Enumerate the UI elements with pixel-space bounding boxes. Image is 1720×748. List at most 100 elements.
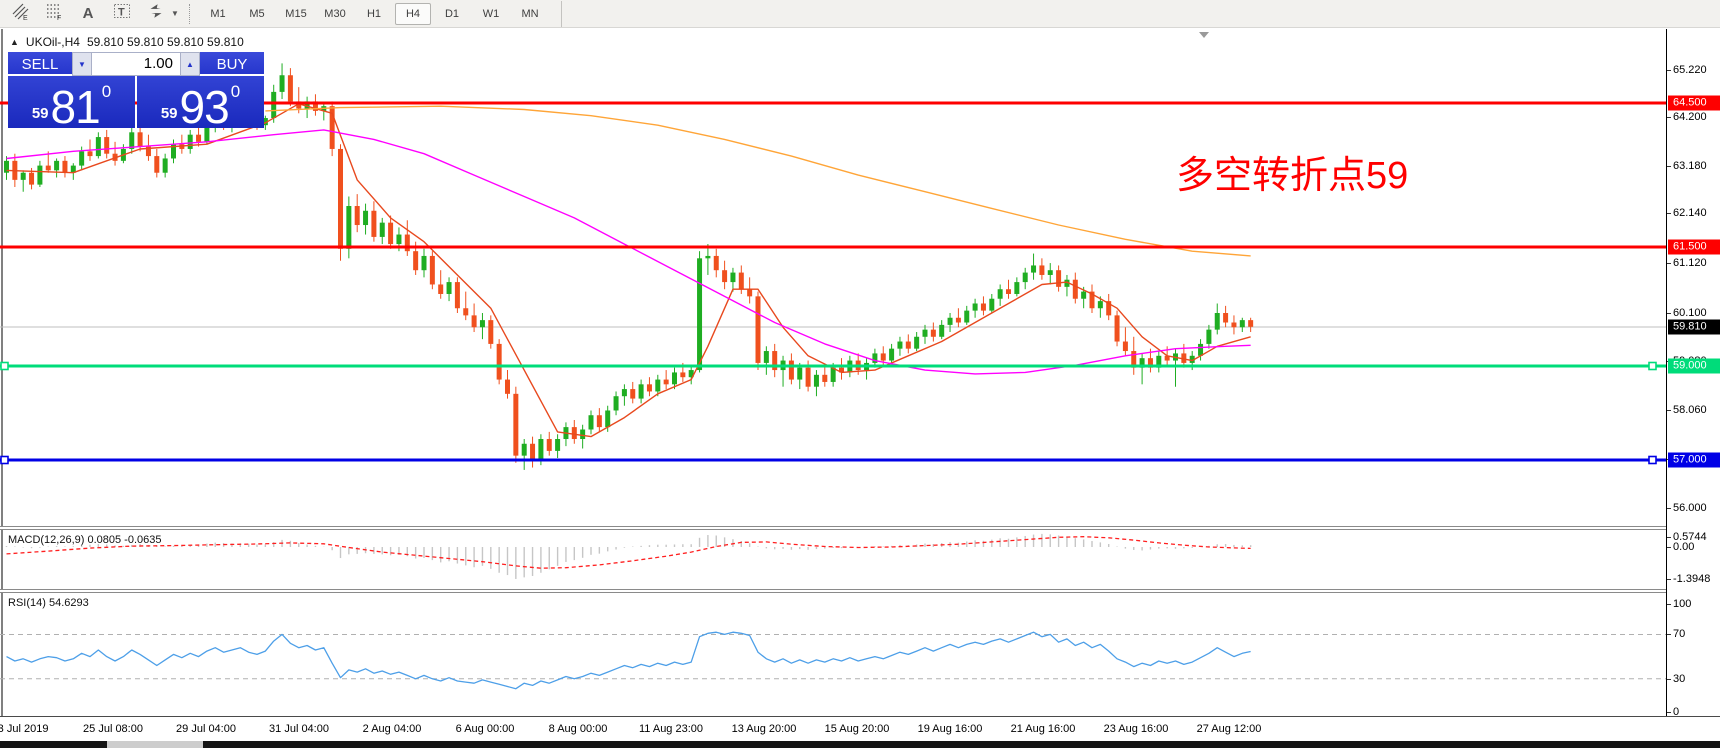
candle-up[interactable]: [304, 101, 310, 109]
candle-up[interactable]: [580, 429, 586, 440]
sell-button[interactable]: SELL: [8, 52, 72, 76]
timeframe-button-m1[interactable]: M1: [210, 7, 226, 20]
candle-down[interactable]: [87, 151, 93, 157]
candle-up[interactable]: [914, 336, 920, 349]
candle-up[interactable]: [363, 210, 369, 226]
candle-down[interactable]: [312, 101, 318, 111]
candle-down[interactable]: [413, 251, 419, 271]
collapse-marker-icon[interactable]: ▲: [10, 37, 19, 47]
ma-mid-line[interactable]: [6, 129, 1251, 375]
candle-up[interactable]: [1031, 265, 1037, 273]
sell-price-button[interactable]: 59 81 0: [8, 76, 135, 130]
candle-down[interactable]: [839, 367, 844, 373]
timeframe-button-h1[interactable]: H1: [366, 7, 382, 20]
candle-up[interactable]: [187, 134, 193, 149]
ma-fast-line[interactable]: [6, 103, 1251, 438]
candle-up[interactable]: [947, 317, 953, 325]
candle-up[interactable]: [1047, 270, 1053, 275]
candle-up[interactable]: [939, 324, 945, 337]
candle-down[interactable]: [438, 284, 444, 294]
candle-up[interactable]: [20, 172, 26, 180]
candle-up[interactable]: [797, 367, 803, 380]
candle-up[interactable]: [262, 118, 268, 126]
candle-down[interactable]: [1072, 279, 1078, 299]
candle-up[interactable]: [479, 320, 485, 328]
candle-up[interactable]: [37, 165, 43, 185]
candle-down[interactable]: [463, 308, 469, 316]
candle-up[interactable]: [421, 255, 427, 271]
candle-down[interactable]: [145, 146, 151, 157]
candle-up[interactable]: [1206, 329, 1212, 344]
candle-up[interactable]: [972, 303, 978, 311]
timeframe-button-w1[interactable]: W1: [482, 7, 500, 20]
candle-up[interactable]: [697, 258, 703, 371]
candle-down[interactable]: [713, 255, 719, 271]
candle-up[interactable]: [588, 415, 594, 430]
candle-down[interactable]: [471, 315, 477, 328]
candle-down[interactable]: [338, 148, 343, 249]
pane-divider-macd[interactable]: [0, 526, 1666, 530]
chart-shift-marker-icon[interactable]: [1199, 32, 1209, 38]
candle-up[interactable]: [830, 367, 836, 382]
arrow-objects-button[interactable]: [142, 3, 170, 25]
pane-divider-rsi[interactable]: [0, 589, 1666, 593]
candle-up[interactable]: [964, 310, 970, 323]
hline-handle[interactable]: [0, 361, 9, 371]
time-axis[interactable]: 23 Jul 2019 25 Jul 08:00 29 Jul 04:00 31 Ju…: [0, 716, 1720, 741]
candle-down[interactable]: [329, 106, 335, 149]
candle-up[interactable]: [95, 137, 101, 157]
candle-up[interactable]: [4, 160, 9, 173]
candle-up[interactable]: [1022, 272, 1028, 283]
text-tool-button[interactable]: A: [74, 3, 102, 25]
volume-decrease-button[interactable]: ▼: [72, 52, 92, 76]
candle-down[interactable]: [788, 360, 794, 380]
candle-up[interactable]: [1014, 282, 1020, 294]
buy-button[interactable]: BUY: [200, 52, 264, 76]
candle-up[interactable]: [638, 384, 644, 399]
candle-up[interactable]: [655, 379, 661, 392]
candle-down[interactable]: [822, 374, 828, 382]
candle-up[interactable]: [555, 439, 561, 451]
candle-up[interactable]: [1198, 343, 1204, 356]
candle-up[interactable]: [79, 151, 85, 166]
candle-down[interactable]: [738, 272, 744, 290]
candle-up[interactable]: [688, 370, 694, 378]
candle-up[interactable]: [1097, 301, 1103, 309]
fibonacci-grid-button[interactable]: F: [40, 3, 68, 25]
main-chart-canvas[interactable]: [0, 29, 1666, 526]
candle-up[interactable]: [989, 298, 995, 311]
candle-up[interactable]: [129, 132, 135, 149]
candle-down[interactable]: [680, 372, 686, 378]
candle-down[interactable]: [1248, 320, 1254, 327]
candle-up[interactable]: [204, 125, 210, 142]
candle-down[interactable]: [955, 317, 961, 323]
candle-up[interactable]: [997, 289, 1003, 299]
candle-up[interactable]: [1081, 291, 1087, 299]
candle-down[interactable]: [646, 384, 652, 392]
candle-down[interactable]: [1039, 265, 1045, 275]
volume-increase-button[interactable]: ▲: [180, 52, 200, 76]
candle-down[interactable]: [45, 165, 51, 171]
candle-down[interactable]: [980, 303, 986, 311]
hline-handle[interactable]: [1648, 361, 1657, 371]
candle-down[interactable]: [296, 101, 302, 109]
candle-up[interactable]: [613, 396, 619, 411]
candle-up[interactable]: [271, 91, 277, 119]
candle-down[interactable]: [404, 234, 410, 252]
candle-up[interactable]: [1156, 355, 1162, 368]
candle-down[interactable]: [1122, 341, 1128, 352]
bottom-window-tab[interactable]: [107, 741, 203, 748]
candle-down[interactable]: [62, 160, 68, 173]
candle-down[interactable]: [1106, 301, 1112, 316]
candle-up[interactable]: [621, 389, 627, 397]
buy-price-button[interactable]: 59 93 0: [137, 76, 264, 130]
candle-down[interactable]: [371, 210, 377, 237]
text-label-button[interactable]: T: [108, 3, 136, 25]
candle-down[interactable]: [930, 329, 936, 337]
candle-down[interactable]: [1181, 353, 1187, 363]
ma-slow-line[interactable]: [265, 105, 1251, 257]
candle-down[interactable]: [905, 341, 911, 349]
candle-down[interactable]: [1114, 315, 1120, 342]
candle-down[interactable]: [287, 75, 293, 102]
candle-up[interactable]: [889, 348, 895, 361]
